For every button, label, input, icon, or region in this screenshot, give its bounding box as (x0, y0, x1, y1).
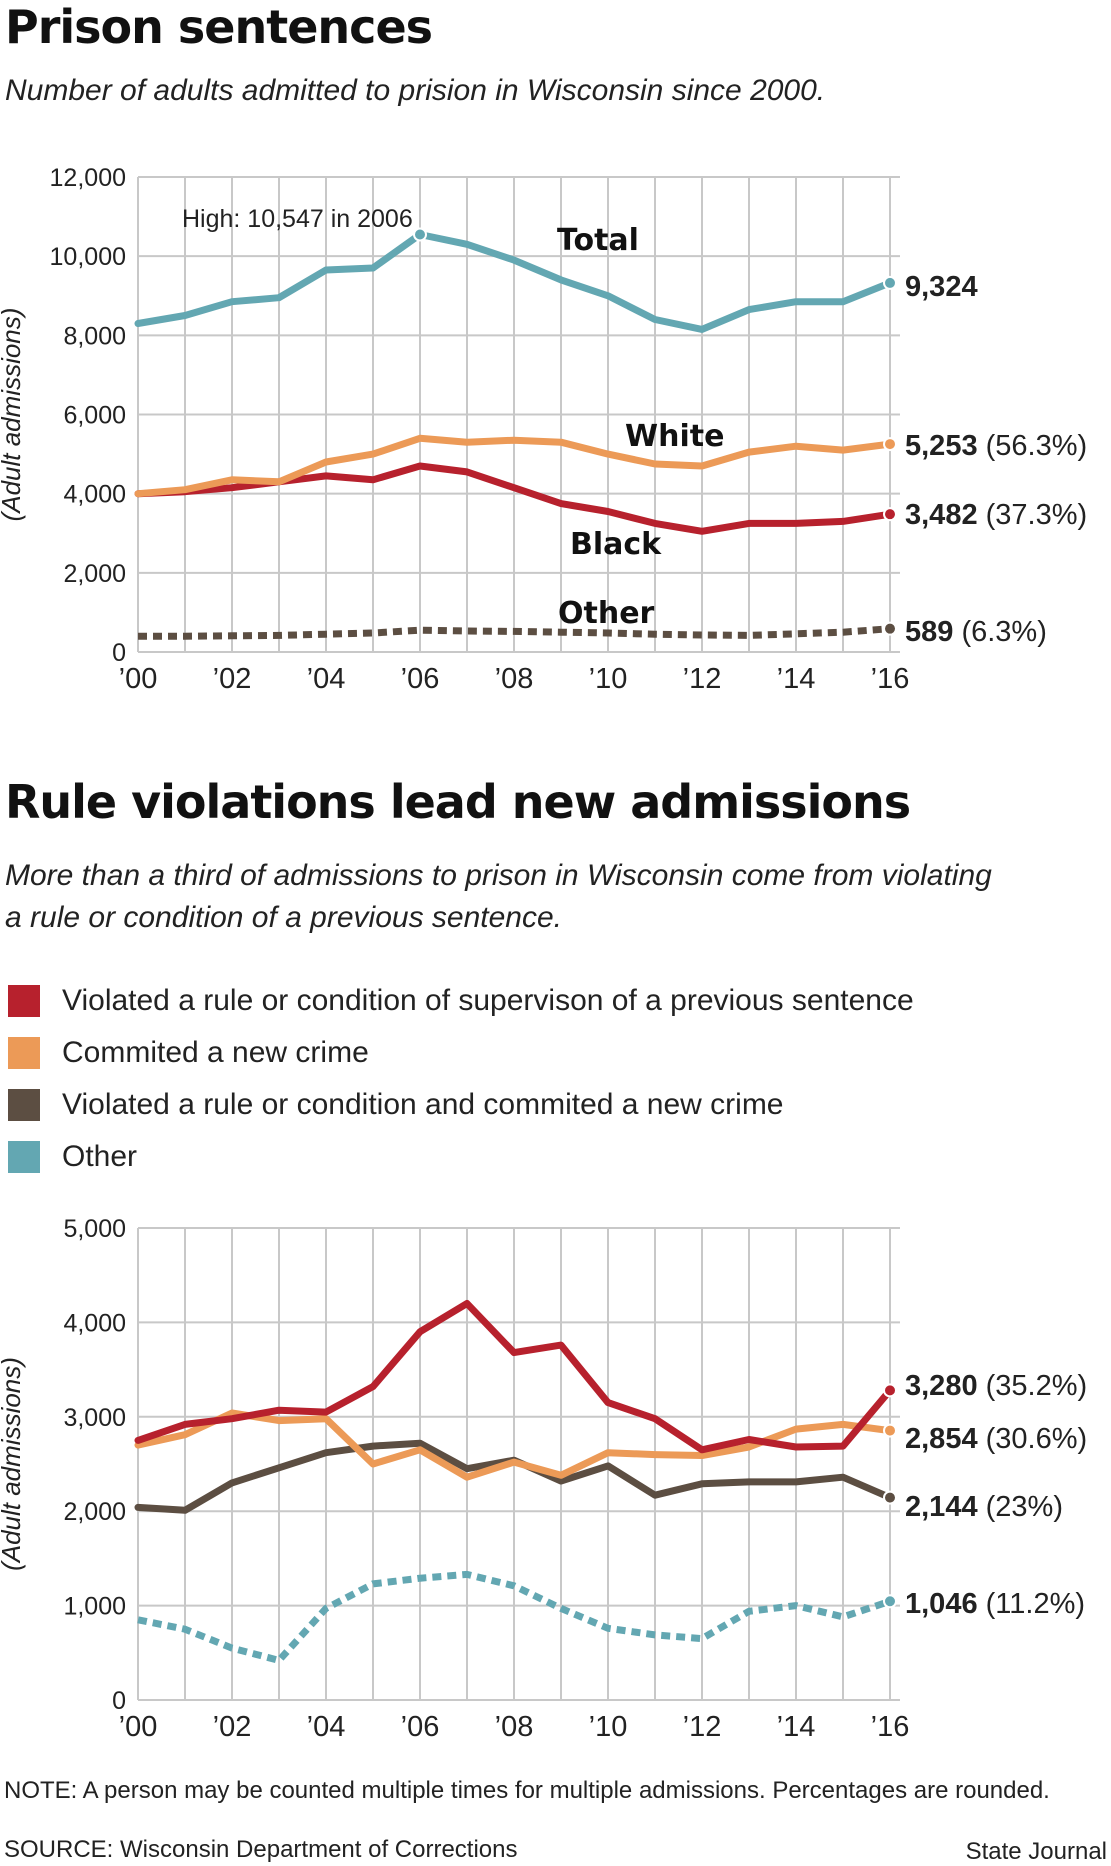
legend-item-both: Violated a rule or condition and commite… (8, 1079, 914, 1131)
end-value-white: 5,253 (905, 430, 978, 462)
end-label-white: 5,253 (56.3%) (905, 430, 1087, 462)
end-pct-other: (11.2%) (978, 1588, 1085, 1620)
series-line-total (134, 231, 894, 333)
y-tick-label: 12,000 (50, 164, 126, 192)
end-value-other: 1,046 (905, 1588, 978, 1620)
end-pct-black: (37.3%) (978, 499, 1088, 531)
source-line: SOURCE: Wisconsin Department of Correcti… (4, 1836, 518, 1863)
x-tick-label: ’04 (307, 1711, 346, 1743)
end-point-total (883, 275, 897, 290)
x-tick-label: ’02 (213, 1711, 252, 1743)
end-point-violated-a-rule-or-condition-of-supervison-of-a-previous-sentence (883, 1383, 897, 1398)
x-tick-label: ’16 (871, 1711, 910, 1743)
x-tick-label: ’08 (495, 663, 534, 695)
series-name-other: Other (558, 596, 655, 631)
chart2-title: Rule violations lead new admissions (5, 775, 911, 829)
chart2-subtitle: More than a third of admissions to priso… (5, 859, 992, 934)
x-tick-label: ’06 (401, 1711, 440, 1743)
x-tick-label: ’08 (495, 1711, 534, 1743)
chart1-subtitle: Number of adults admitted to prision in … (5, 74, 826, 107)
legend-swatch-new-crime (8, 1037, 40, 1069)
legend-item-other: Other (8, 1131, 914, 1183)
end-point-violated-a-rule-or-condition-and-commited-a-new-crime (883, 1490, 897, 1505)
x-tick-label: ’14 (777, 663, 816, 695)
end-label-violated-a-rule-or-condition-and-commited-a-new-crime: 2,144 (23%) (905, 1491, 1063, 1523)
end-value-commited-a-new-crime: 2,854 (905, 1423, 978, 1455)
end-point-white (883, 437, 897, 452)
y-tick-label: 3,000 (63, 1404, 126, 1432)
chart1-svg: 0 2,000 4,000 6,000 8,000 10,000 12,000 ’00 ’02 ’… (0, 164, 1087, 695)
x-tick-label: ’12 (683, 663, 722, 695)
end-point-commited-a-new-crime (883, 1423, 897, 1438)
end-label-commited-a-new-crime: 2,854 (30.6%) (905, 1423, 1087, 1455)
x-tick-label: ’00 (119, 663, 158, 695)
end-pct-violated-a-rule-or-condition-of-supervison-of-a-previous-sentence: (35.2%) (978, 1370, 1088, 1402)
end-pct-violated-a-rule-or-condition-and-commited-a-new-crime: (23%) (978, 1491, 1063, 1523)
y-tick-label: 6,000 (63, 402, 126, 430)
end-value-total: 9,324 (905, 271, 978, 303)
y-tick-label: 4,000 (63, 481, 126, 509)
chart2-svg: 0 1,000 2,000 3,000 4,000 5,000 ’00 ’02 ’04 ’06 ’0… (0, 1215, 1087, 1743)
x-tick-label: ’16 (871, 663, 910, 695)
legend-label-new-crime: Commited a new crime (62, 1036, 369, 1069)
y-tick-label: 5,000 (63, 1215, 126, 1243)
end-label-other: 1,046 (11.2%) (905, 1588, 1085, 1620)
end-value-black: 3,482 (905, 499, 978, 531)
footnote: NOTE: A person may be counted multiple t… (4, 1777, 1050, 1804)
end-point-other (883, 621, 897, 636)
x-tick-label: ’10 (589, 1711, 628, 1743)
end-label-total: 9,324 (905, 271, 978, 303)
x-tick-label: ’06 (401, 663, 440, 695)
x-tick-label: ’14 (777, 1711, 816, 1743)
series-name-black: Black (570, 527, 662, 562)
legend-label-both: Violated a rule or condition and commite… (62, 1088, 784, 1121)
end-pct-commited-a-new-crime: (30.6%) (978, 1423, 1088, 1455)
x-tick-label: ’12 (683, 1711, 722, 1743)
y-tick-label: 10,000 (50, 243, 126, 271)
legend-swatch-rule-violation (8, 985, 40, 1017)
legend-label-other: Other (62, 1140, 138, 1173)
end-pct-white: (56.3%) (978, 430, 1088, 462)
end-value-violated-a-rule-or-condition-and-commited-a-new-crime: 2,144 (905, 1491, 978, 1523)
legend-item-new-crime: Commited a new crime (8, 1027, 914, 1079)
end-point-black (883, 507, 897, 522)
y-axis-label: (Adult admissions) (0, 308, 26, 522)
y-tick-label: 1,000 (63, 1593, 126, 1621)
y-tick-label: 2,000 (63, 1498, 126, 1526)
y-tick-label: 0 (112, 639, 126, 667)
x-tick-label: ’10 (589, 663, 628, 695)
x-tick-label: ’00 (119, 1711, 158, 1743)
legend-swatch-other (8, 1141, 40, 1173)
end-value-violated-a-rule-or-condition-of-supervison-of-a-previous-sentence: 3,280 (905, 1370, 978, 1402)
x-tick-label: ’04 (307, 663, 346, 695)
series-name-total: Total (557, 223, 639, 258)
end-label-violated-a-rule-or-condition-of-supervison-of-a-previous-sentence: 3,280 (35.2%) (905, 1370, 1087, 1402)
y-tick-label: 0 (112, 1687, 126, 1715)
legend-label-rule-violation: Violated a rule or condition of supervis… (62, 984, 914, 1017)
credit-line: State Journal (965, 1838, 1107, 1865)
high-annotation: High: 10,547 in 2006 (182, 205, 413, 233)
series-name-white: White (625, 419, 724, 454)
legend-swatch-both (8, 1089, 40, 1121)
high-point-total (413, 227, 427, 242)
end-label-black: 3,482 (37.3%) (905, 499, 1087, 531)
end-pct-other: (6.3%) (953, 616, 1046, 648)
y-tick-label: 8,000 (63, 322, 126, 350)
x-tick-label: ’02 (213, 663, 252, 695)
legend-item-rule-violation: Violated a rule or condition of supervis… (8, 975, 914, 1027)
y-tick-label: 4,000 (63, 1309, 126, 1337)
end-value-other: 589 (905, 616, 953, 648)
y-tick-label: 2,000 (63, 560, 126, 588)
chart2-legend: Violated a rule or condition of supervis… (8, 975, 914, 1183)
end-label-other: 589 (6.3%) (905, 616, 1047, 648)
series-line-violated-a-rule-or-condition-of-supervison-of-a-previous-sentence (134, 1300, 894, 1454)
series-line-white (134, 434, 894, 498)
series-line-other (138, 625, 891, 640)
chart1-title: Prison sentences (5, 0, 433, 54)
y-axis-label: (Adult admissions) (0, 1357, 26, 1571)
series-line-other (137, 1570, 892, 1664)
end-point-other (883, 1594, 897, 1609)
